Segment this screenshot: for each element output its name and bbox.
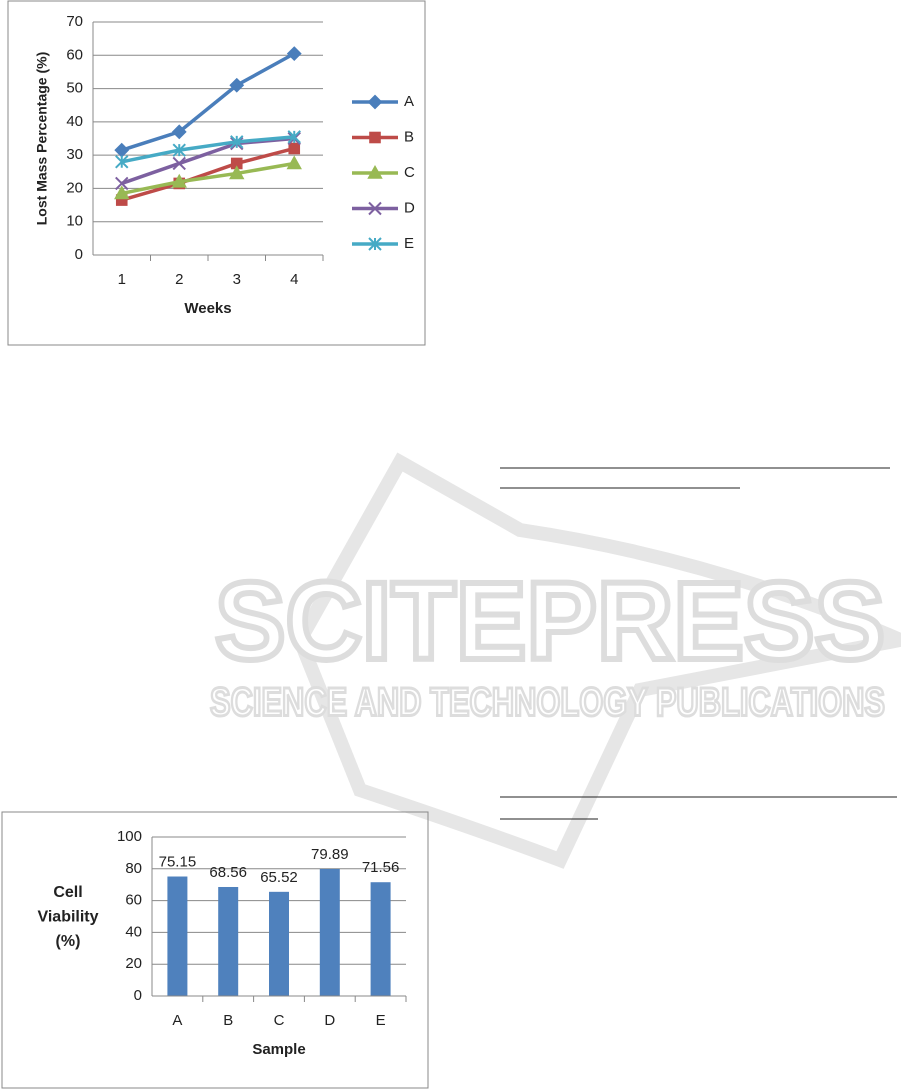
y-tick-label: 60	[125, 892, 142, 909]
y-tick-label: 70	[66, 13, 83, 30]
x-tick-label: 2	[175, 271, 183, 288]
y-tick-label: 0	[134, 987, 142, 1004]
value-label: 65.52	[260, 869, 298, 886]
value-label: 75.15	[159, 853, 197, 870]
x-axis-title: Sample	[252, 1041, 305, 1058]
x-tick-label: 4	[290, 271, 298, 288]
x-tick-label: C	[274, 1012, 285, 1029]
x-axis-title: Weeks	[184, 300, 231, 317]
marker	[368, 201, 382, 216]
y-tick-label: 0	[75, 246, 83, 263]
marker	[367, 94, 383, 110]
marker	[115, 176, 129, 191]
marker	[368, 237, 382, 251]
marker	[114, 185, 130, 200]
y-axis-title: (%)	[56, 933, 81, 950]
marker	[115, 155, 129, 169]
series-line	[121, 135, 295, 164]
x-tick-label: 1	[118, 271, 126, 288]
value-label: 79.89	[311, 846, 349, 863]
y-tick-label: 40	[66, 113, 83, 130]
marker	[367, 164, 383, 179]
x-tick-label: E	[376, 1012, 386, 1029]
bar	[370, 882, 391, 996]
x-tick-label: A	[172, 1012, 182, 1029]
legend-label: C	[404, 164, 415, 181]
legend-label: B	[404, 128, 414, 145]
marker	[172, 143, 186, 157]
y-tick-label: 50	[66, 80, 83, 97]
watermark-subtitle: SCIENCE AND TECHNOLOGY PUBLICATIONS	[210, 681, 885, 725]
y-axis-title: Viability	[37, 909, 98, 926]
y-tick-label: 40	[125, 923, 142, 940]
series-line	[121, 146, 295, 202]
y-tick-label: 10	[66, 213, 83, 230]
x-tick-label: D	[324, 1012, 335, 1029]
value-label: 68.56	[209, 864, 247, 881]
marker	[286, 155, 302, 170]
chart-frame	[7, 0, 426, 346]
marker	[229, 77, 245, 93]
series-line	[121, 52, 296, 152]
bar	[319, 868, 340, 996]
y-tick-label: 100	[117, 828, 142, 845]
y-axis-title: Cell	[53, 884, 82, 901]
marker	[369, 131, 381, 144]
bar	[269, 891, 289, 996]
y-tick-label: 20	[66, 179, 83, 196]
bar	[218, 886, 239, 996]
marker	[171, 124, 187, 140]
y-axis-title: Lost Mass Percentage (%)	[34, 52, 50, 226]
y-tick-label: 20	[125, 955, 142, 972]
x-tick-label: B	[223, 1012, 233, 1029]
y-tick-label: 60	[66, 46, 83, 63]
chart-frame	[1, 811, 429, 1089]
legend-label: A	[404, 93, 414, 110]
x-tick-label: 3	[233, 271, 241, 288]
bar	[167, 876, 188, 996]
series-line	[121, 161, 295, 196]
y-tick-label: 80	[125, 860, 142, 877]
marker	[172, 156, 186, 171]
marker	[171, 173, 187, 188]
marker	[229, 165, 245, 180]
watermark-title: SCITEPRESS	[215, 560, 885, 683]
marker	[287, 130, 301, 144]
legend-label: E	[404, 235, 414, 252]
legend-label: D	[404, 199, 415, 216]
marker	[114, 142, 130, 158]
value-label: 71.56	[362, 859, 400, 876]
marker	[286, 46, 302, 62]
y-tick-label: 30	[66, 146, 83, 163]
marker	[230, 135, 244, 149]
marker	[288, 142, 301, 155]
